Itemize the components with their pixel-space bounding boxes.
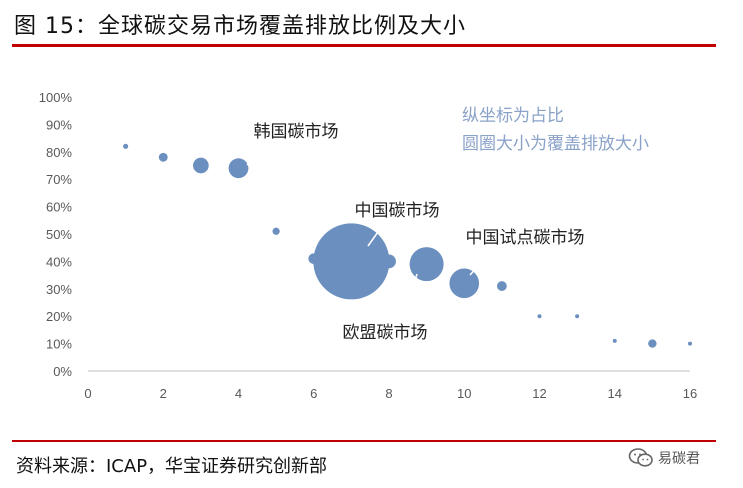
chart-note: 纵坐标为占比 [462,106,564,126]
bubble-point [193,157,209,174]
source-note: 资料来源：ICAP，华宝证券研究创新部 [16,456,328,477]
bubble-point [313,223,390,300]
x-tick-label: 6 [310,386,317,401]
annotation-leader-line [405,273,418,310]
x-tick-label: 4 [235,386,242,401]
watermark: 易碳君 [628,444,700,472]
bubble-point [123,143,129,149]
y-tick-label: 80% [46,145,72,160]
bubble-point [158,152,168,162]
y-tick-label: 90% [46,117,72,132]
y-tick-label: 30% [46,282,72,297]
y-tick-label: 0% [53,364,72,379]
wechat-icon [628,447,654,469]
bubble-point [537,314,542,319]
x-tick-label: 2 [160,386,167,401]
bubble-point [228,158,249,179]
x-tick-label: 14 [608,386,622,401]
figure-title: 图 15：全球碳交易市场覆盖排放比例及大小 [14,14,466,39]
chart-note: 圆圈大小为覆盖排放大小 [462,134,649,154]
y-tick-label: 50% [46,227,72,242]
bubble-point [409,247,444,282]
bubble-point [612,338,617,343]
x-tick-label: 16 [683,386,697,401]
annotation-leader-line [246,147,266,166]
annotation-label: 韩国碳市场 [254,122,339,142]
x-tick-label: 0 [84,386,91,401]
bubble-point [496,281,507,291]
x-tick-label: 10 [457,386,471,401]
top-divider [12,44,716,47]
annotation-label: 中国碳市场 [355,201,440,221]
bubble-point [449,268,480,299]
y-tick-label: 70% [46,172,72,187]
x-tick-label: 12 [532,386,546,401]
y-tick-label: 100% [39,90,73,105]
y-tick-label: 20% [46,309,72,324]
bubble-point [382,254,396,269]
bubble-point [272,227,280,235]
bubble-point [575,314,580,319]
bottom-divider [12,440,716,442]
y-tick-label: 10% [46,337,72,352]
annotation-leader-line [469,250,493,276]
bubble-point [688,341,692,346]
annotation-leader-line [367,221,386,247]
watermark-text: 易碳君 [658,451,700,467]
y-tick-label: 60% [46,200,72,215]
annotation-label: 中国试点碳市场 [466,228,585,248]
y-tick-label: 40% [46,254,72,269]
x-tick-label: 8 [385,386,392,401]
annotation-label: 欧盟碳市场 [343,323,428,343]
bubble-point [648,339,657,348]
